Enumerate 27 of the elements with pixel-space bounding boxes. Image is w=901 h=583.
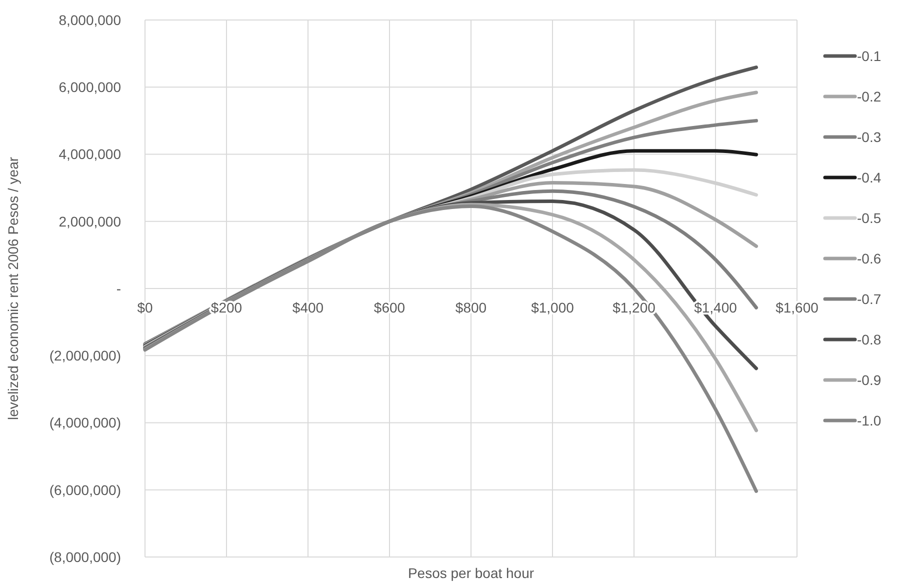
y-tick-label: 4,000,000 (58, 146, 122, 162)
legend-label: -1.0 (857, 412, 882, 428)
y-tick-label: (4,000,000) (49, 414, 121, 431)
x-tick-label: $1,600 (776, 300, 819, 316)
y-tick-label: (6,000,000) (49, 482, 121, 498)
x-tick-label: $800 (455, 300, 487, 316)
y-tick-label: (8,000,000) (49, 548, 121, 565)
y-tick-label: 2,000,000 (58, 213, 122, 230)
y-axis-title: levelized economic rent 2006 Pesos / year (5, 156, 21, 420)
x-tick-label: $400 (292, 300, 324, 316)
legend-label: -0.6 (857, 250, 882, 266)
legend-label: -0.2 (857, 88, 882, 104)
legend-label: -0.9 (857, 372, 882, 388)
x-tick-label: $1,000 (531, 300, 574, 316)
legend-label: -0.5 (857, 210, 882, 226)
x-tick-label: $0 (137, 300, 153, 316)
legend-label: -0.4 (857, 169, 882, 186)
y-tick-label: 6,000,000 (58, 79, 122, 96)
y-tick-label: 8,000,000 (58, 12, 122, 28)
x-axis-title: Pesos per boat hour (408, 565, 534, 581)
x-tick-label: $600 (374, 300, 406, 316)
legend-label: -0.3 (857, 128, 882, 145)
legend-label: -0.7 (857, 290, 882, 307)
legend-label: -0.1 (857, 48, 882, 64)
y-tick-label: - (116, 280, 122, 296)
legend-label: -0.8 (857, 331, 882, 348)
y-tick-label: (2,000,000) (49, 348, 121, 364)
